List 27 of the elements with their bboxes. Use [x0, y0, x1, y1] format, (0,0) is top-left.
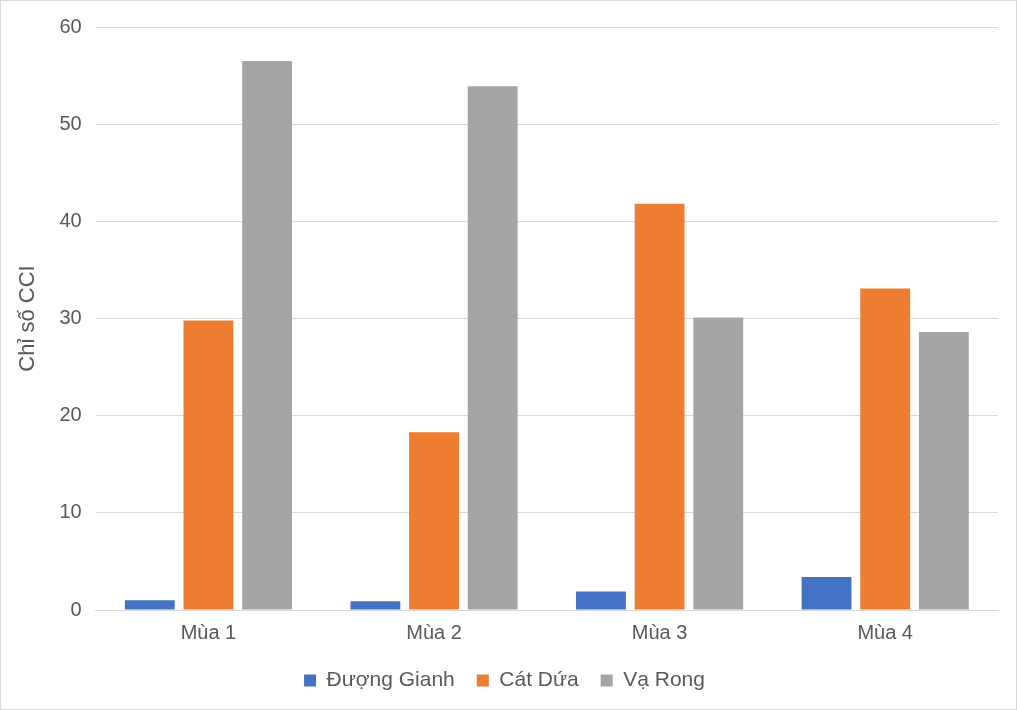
legend-label: Đượng Gianh [326, 667, 455, 691]
y-axis-title: Chỉ số CCI [14, 265, 40, 372]
bar [183, 320, 234, 610]
bar [409, 432, 459, 610]
bar [350, 601, 401, 610]
x-tick-label: Mùa 4 [857, 620, 913, 643]
legend-label: Vạ Rong [623, 667, 705, 691]
x-tick-label: Mùa 3 [631, 620, 688, 643]
y-tick-label: 20 [59, 403, 82, 426]
y-tick-label: 40 [59, 208, 82, 231]
bar [576, 591, 626, 610]
y-tick-label: 10 [59, 500, 82, 523]
bar [124, 600, 175, 610]
bar [467, 86, 518, 610]
bar [801, 576, 852, 610]
y-tick-label: 0 [70, 597, 82, 620]
legend-label: Cát Dứa [499, 667, 580, 691]
bar [693, 317, 744, 610]
x-tick-label: Mùa 1 [180, 620, 237, 643]
bar [634, 203, 685, 610]
bar [918, 332, 969, 610]
bar [242, 61, 293, 610]
x-tick-label: Mùa 2 [406, 620, 462, 643]
y-tick-label: 30 [59, 306, 82, 329]
y-tick-label: 50 [59, 111, 82, 134]
bar [860, 288, 911, 610]
y-tick-label: 60 [59, 14, 82, 37]
